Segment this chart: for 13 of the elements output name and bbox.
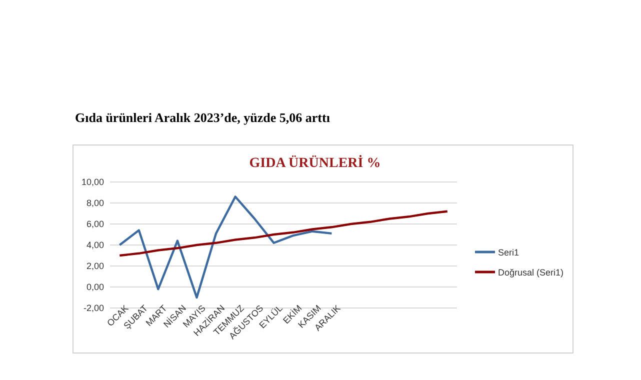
y-tick-label: 4,00 [86,240,104,250]
y-tick-label: 0,00 [86,282,104,292]
y-tick-label: 8,00 [86,198,104,208]
y-tick-label: 6,00 [86,218,104,229]
chart-title: GIDA ÜRÜNLERİ % [249,155,381,171]
legend-label: Doğrusal (Seri1) [498,268,564,278]
y-tick-label: 10,00 [81,176,104,187]
legend-label: Seri1 [498,248,520,258]
y-tick-label: 2,00 [86,260,104,271]
line-series [118,210,448,257]
text: Gıda ürünleri Aralık 2023’de, yüzde 5,06 arttı [75,110,330,125]
line-series [118,196,333,299]
y-tick-label: -2,00 [83,302,104,313]
